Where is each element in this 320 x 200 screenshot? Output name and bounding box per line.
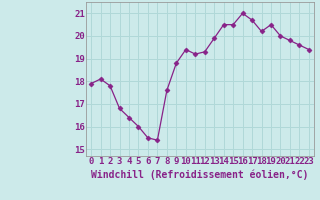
X-axis label: Windchill (Refroidissement éolien,°C): Windchill (Refroidissement éolien,°C) [91, 169, 309, 180]
